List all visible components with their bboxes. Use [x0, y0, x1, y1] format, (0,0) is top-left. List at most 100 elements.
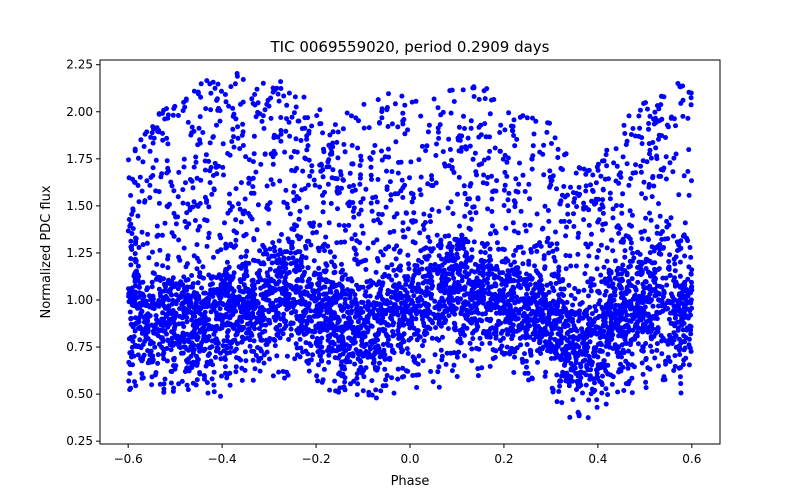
data-point: [393, 139, 399, 145]
data-point: [210, 281, 215, 287]
data-point: [376, 211, 382, 217]
data-point: [534, 248, 540, 254]
data-point: [587, 304, 593, 310]
data-point: [549, 272, 555, 278]
data-point: [357, 240, 363, 246]
data-point: [195, 280, 201, 286]
data-point: [517, 114, 523, 120]
data-point: [626, 288, 632, 294]
data-point: [278, 131, 284, 137]
data-point: [686, 192, 692, 198]
data-point: [489, 209, 495, 214]
data-point: [331, 262, 337, 268]
data-point: [275, 260, 281, 266]
data-point: [551, 318, 557, 324]
data-point: [266, 283, 272, 289]
data-point: [469, 320, 474, 326]
data-point: [327, 286, 333, 292]
data-point: [688, 300, 694, 306]
data-point: [401, 310, 407, 316]
data-point: [213, 164, 219, 170]
data-point: [577, 372, 582, 378]
data-point: [379, 157, 385, 163]
data-point: [523, 278, 529, 284]
data-point: [361, 101, 367, 107]
data-point: [616, 180, 622, 186]
data-point: [434, 141, 439, 147]
data-point: [399, 177, 405, 183]
data-point: [601, 315, 607, 321]
data-point: [274, 327, 280, 332]
data-point: [542, 303, 548, 309]
data-point: [247, 213, 253, 219]
data-point: [127, 362, 133, 368]
data-point: [673, 123, 678, 129]
data-point: [610, 248, 616, 254]
data-point: [516, 181, 522, 187]
data-point: [150, 165, 156, 171]
data-point: [323, 268, 329, 274]
data-point: [594, 254, 600, 260]
data-point: [160, 338, 166, 344]
data-point: [603, 401, 609, 407]
data-point: [405, 351, 411, 356]
data-point: [632, 284, 638, 290]
data-point: [485, 206, 491, 212]
data-point: [513, 248, 519, 253]
data-point: [194, 175, 200, 181]
data-point: [341, 142, 347, 147]
data-point: [480, 311, 486, 317]
data-point: [567, 340, 573, 346]
data-point: [605, 371, 611, 377]
data-point: [535, 359, 540, 365]
data-point: [408, 159, 414, 165]
data-point: [168, 286, 174, 292]
data-point: [520, 172, 526, 178]
data-point: [594, 375, 600, 381]
data-point: [449, 87, 455, 93]
data-point: [656, 136, 661, 142]
data-point: [332, 122, 338, 128]
data-point: [588, 288, 594, 294]
data-point: [191, 199, 197, 205]
data-point: [415, 361, 421, 367]
data-point: [605, 351, 611, 357]
data-point: [294, 194, 300, 199]
data-point: [353, 257, 359, 263]
data-point: [551, 254, 557, 260]
data-point: [408, 190, 414, 196]
data-point: [189, 360, 195, 366]
data-point: [574, 378, 580, 384]
data-point: [126, 217, 132, 222]
data-point: [292, 356, 298, 362]
data-point: [227, 293, 233, 299]
data-point: [212, 337, 218, 343]
data-point: [643, 195, 648, 201]
data-point: [347, 170, 353, 176]
data-point: [576, 335, 582, 341]
data-point: [130, 176, 135, 182]
data-point: [689, 178, 694, 184]
data-point: [391, 320, 397, 326]
data-point: [240, 77, 246, 82]
data-point: [449, 289, 455, 295]
data-point: [429, 207, 435, 213]
data-point: [648, 322, 654, 328]
data-point: [559, 278, 565, 284]
data-point: [615, 265, 621, 271]
data-point: [663, 154, 669, 160]
data-point: [533, 118, 539, 124]
data-point: [518, 342, 524, 348]
data-point: [140, 327, 146, 333]
data-point: [425, 129, 431, 135]
data-point: [346, 184, 352, 190]
data-point: [589, 311, 595, 317]
data-point: [135, 155, 141, 161]
data-point: [529, 290, 535, 296]
data-point: [304, 318, 310, 324]
data-point: [360, 196, 366, 202]
data-point: [346, 316, 352, 322]
data-point: [512, 300, 518, 306]
data-point: [240, 129, 246, 135]
data-point: [479, 257, 485, 263]
